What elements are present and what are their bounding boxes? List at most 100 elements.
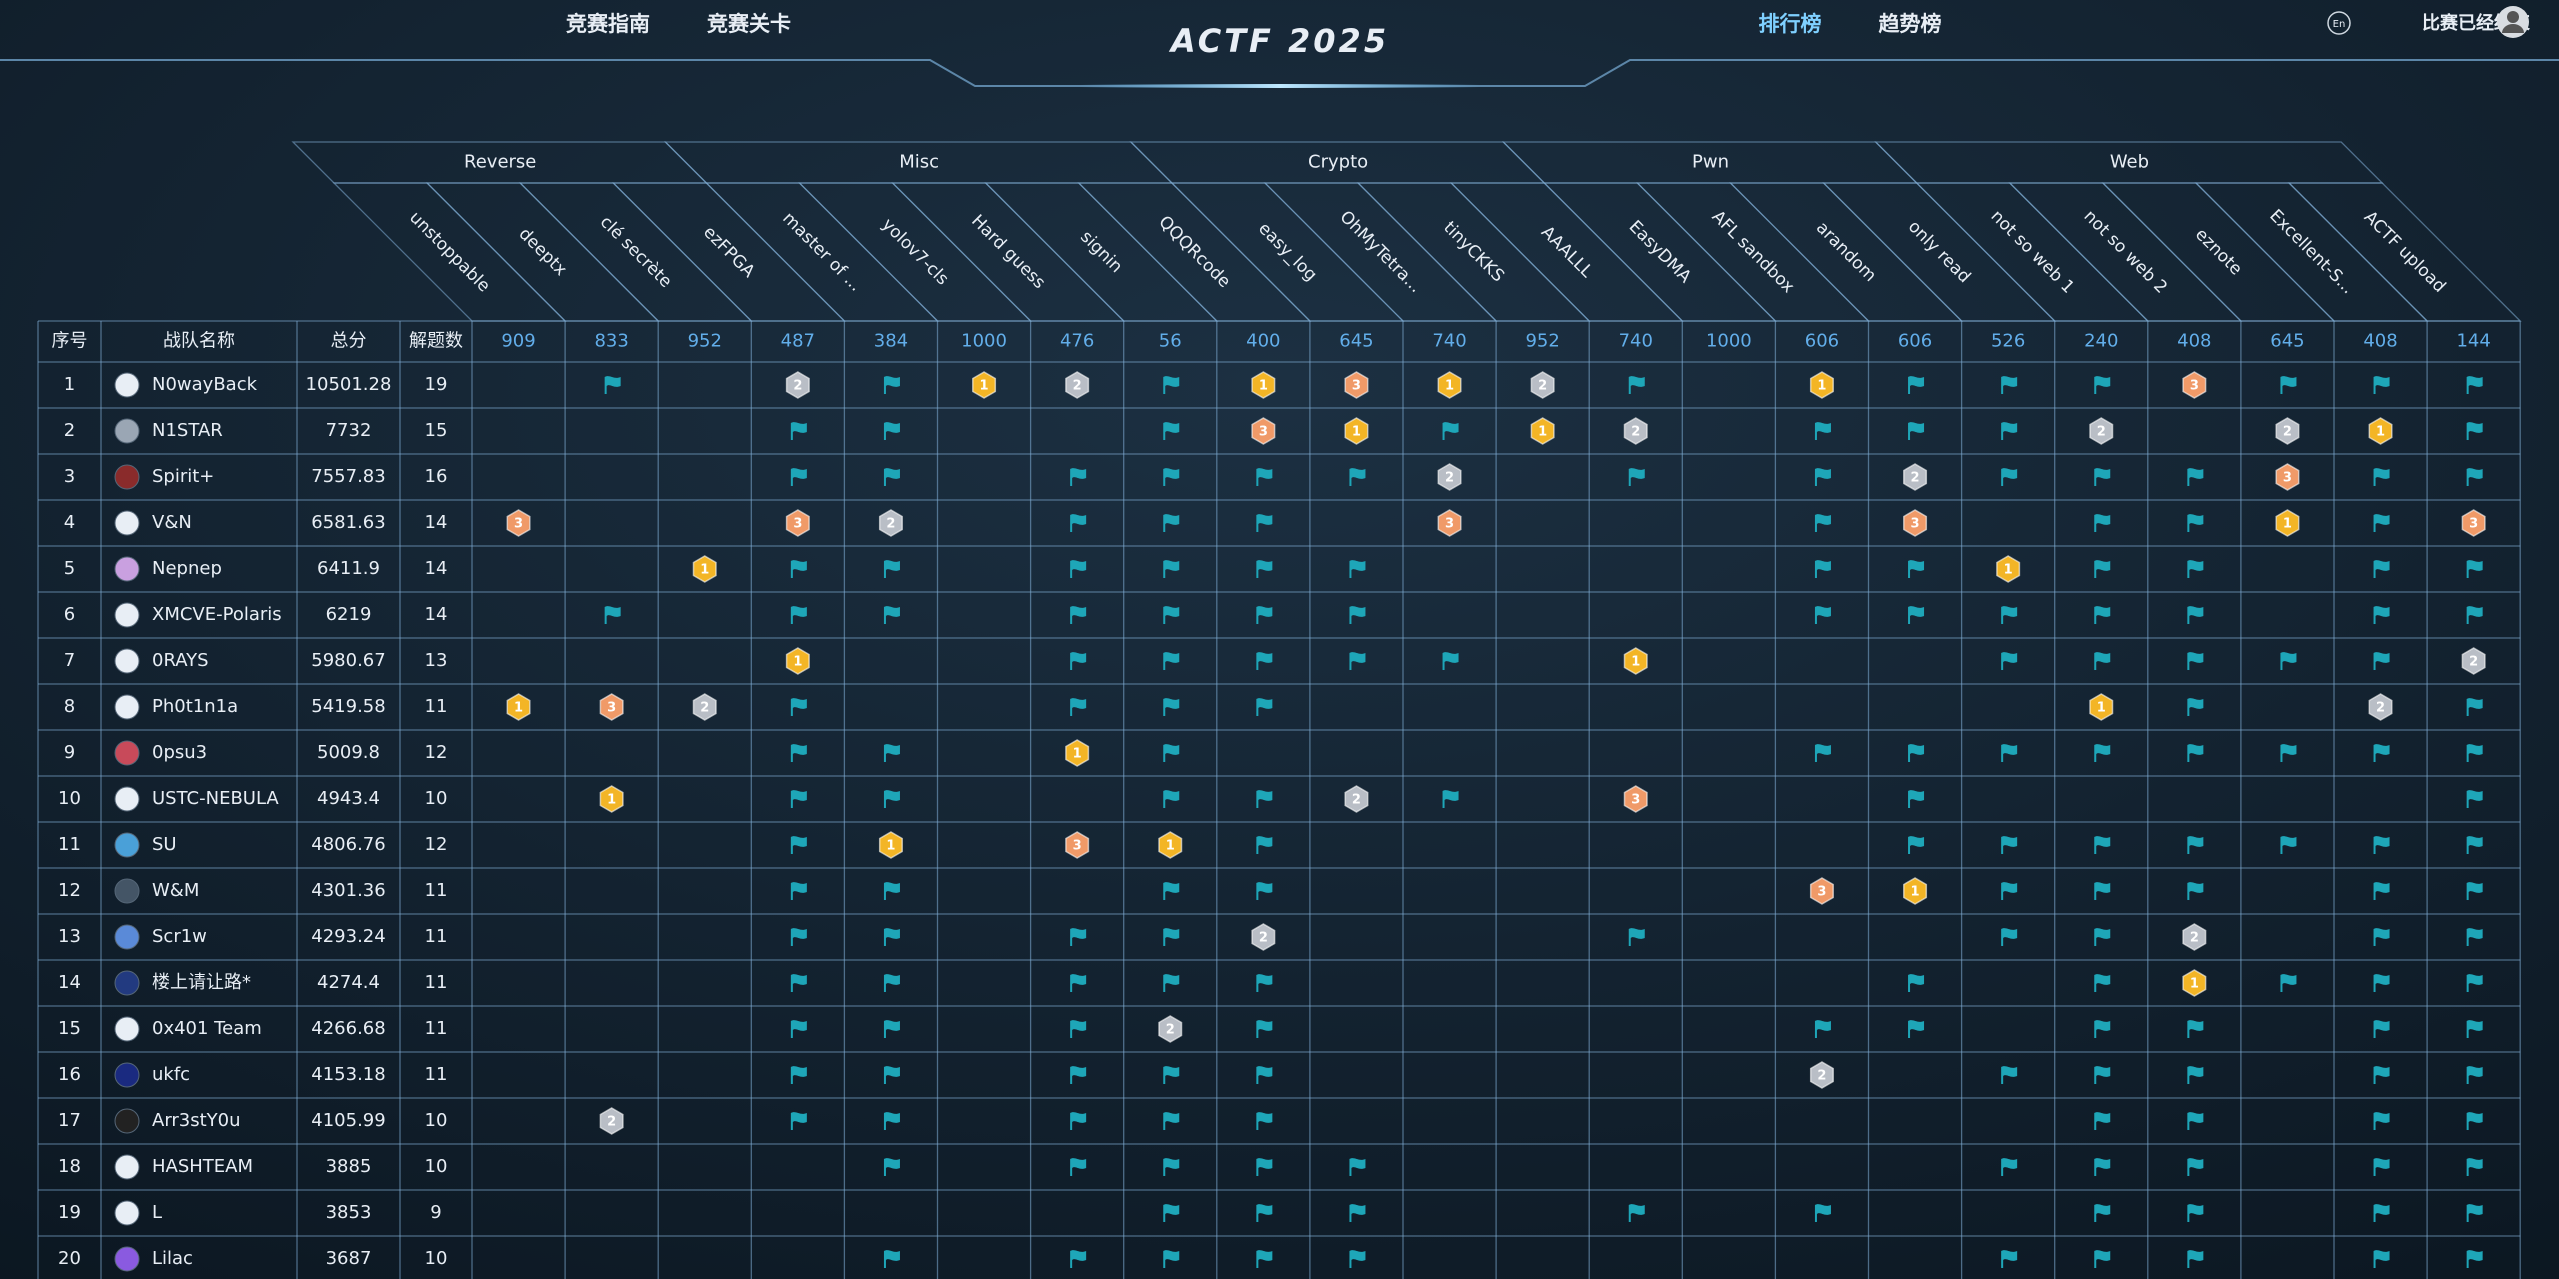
avatar-body [2502,24,2524,33]
solved-flag [1814,606,1831,624]
team-name[interactable]: Lilac [152,1248,193,1269]
solved-flag [2466,1204,2483,1222]
solved-flag [2373,606,2390,624]
blood-badge [1065,739,1090,767]
column-header: 序号 [52,331,88,352]
solved-flag [2187,744,2204,762]
blood-rank: 2 [1073,379,1082,394]
blood-rank: 1 [1259,379,1268,394]
team-avatar [114,648,140,674]
solved-flag [1163,974,1180,992]
solved-flag [2373,744,2390,762]
solved-flag [2094,468,2111,486]
team-name[interactable]: N0wayBack [152,374,258,395]
team-name[interactable]: Nepnep [152,558,222,579]
team-name[interactable]: V&N [152,512,192,533]
solved-count: 14 [425,604,448,625]
solved-flag [2094,1158,2111,1176]
team-name[interactable]: Arr3stY0u [152,1110,241,1131]
total-score: 3687 [326,1248,372,1269]
nav-link[interactable]: 竞赛关卡 [707,12,791,36]
solved-flag [2466,1066,2483,1084]
solved-flag [2187,514,2204,532]
solved-flag [2373,1250,2390,1268]
solved-flag [1070,468,1087,486]
solved-flag [1070,974,1087,992]
team-name[interactable]: Spirit+ [152,466,214,487]
solved-flag [2094,928,2111,946]
solved-count: 11 [425,1018,448,1039]
nav-link[interactable]: 竞赛指南 [566,12,650,36]
solved-flag [1256,1020,1273,1038]
team-avatar [114,418,140,444]
solved-flag [1256,698,1273,716]
total-score: 4266.68 [311,1018,385,1039]
solved-flag [1628,468,1645,486]
solved-flag [1442,652,1459,670]
team-name[interactable]: SU [152,834,177,855]
solved-flag [1349,1204,1366,1222]
solved-flag [1256,514,1273,532]
solved-flag [1163,698,1180,716]
team-name[interactable]: N1STAR [152,420,223,441]
solved-flag [2094,514,2111,532]
solved-flag [1628,928,1645,946]
challenge-score: 487 [781,331,815,352]
team-name[interactable]: W&M [152,880,199,901]
solved-count: 16 [425,466,448,487]
team-name[interactable]: 0psu3 [152,742,207,763]
team-name[interactable]: XMCVE-Polaris [152,604,282,625]
total-score: 10501.28 [306,374,392,395]
team-name[interactable]: 楼上请让路* [152,972,251,993]
solved-flag [2466,836,2483,854]
challenge-score: 1000 [961,331,1007,352]
lang-icon[interactable] [2327,11,2351,35]
rank: 5 [64,558,75,579]
challenge-score: 56 [1159,331,1182,352]
avatar-head [2507,11,2519,23]
nav-link[interactable]: 趋势榜 [1879,12,1942,36]
team-name[interactable]: ukfc [152,1064,190,1085]
solved-flag [1163,1112,1180,1130]
solved-count: 10 [425,1248,448,1269]
solved-flag [790,928,807,946]
team-name[interactable]: L [152,1202,162,1223]
nav-link[interactable]: 排行榜 [1759,12,1822,36]
team-name[interactable]: HASHTEAM [152,1156,253,1177]
solved-flag [1163,1158,1180,1176]
solved-flag [2001,1066,2018,1084]
solved-flag [2466,606,2483,624]
blood-rank: 3 [1631,793,1640,808]
blood-rank: 2 [793,379,802,394]
team-name[interactable]: 0RAYS [152,650,209,671]
solved-flag [2373,376,2390,394]
team-name[interactable]: Ph0t1n1a [152,696,238,717]
blood-badge [878,831,903,859]
rank: 4 [64,512,75,533]
team-avatar [114,924,140,950]
solved-flag [883,1020,900,1038]
team-avatar [114,786,140,812]
blood-rank: 3 [1073,839,1082,854]
solved-flag [2373,1158,2390,1176]
solved-flag [883,468,900,486]
team-name[interactable]: USTC-NEBULA [152,788,279,809]
blood-rank: 3 [607,701,616,716]
solved-flag [1070,1112,1087,1130]
blood-badge [2368,693,2393,721]
solved-flag [790,882,807,900]
challenge-score: 1000 [1706,331,1752,352]
solved-flag [2187,836,2204,854]
solved-flag [883,928,900,946]
lang-label[interactable]: En [2333,19,2346,30]
solved-flag [2094,1250,2111,1268]
solved-flag [2001,468,2018,486]
solved-flag [1908,422,1925,440]
team-name[interactable]: 0x401 Team [152,1018,262,1039]
team-name[interactable]: Scr1w [152,926,207,947]
solved-flag [1070,560,1087,578]
solved-flag [1070,652,1087,670]
solved-flag [790,790,807,808]
